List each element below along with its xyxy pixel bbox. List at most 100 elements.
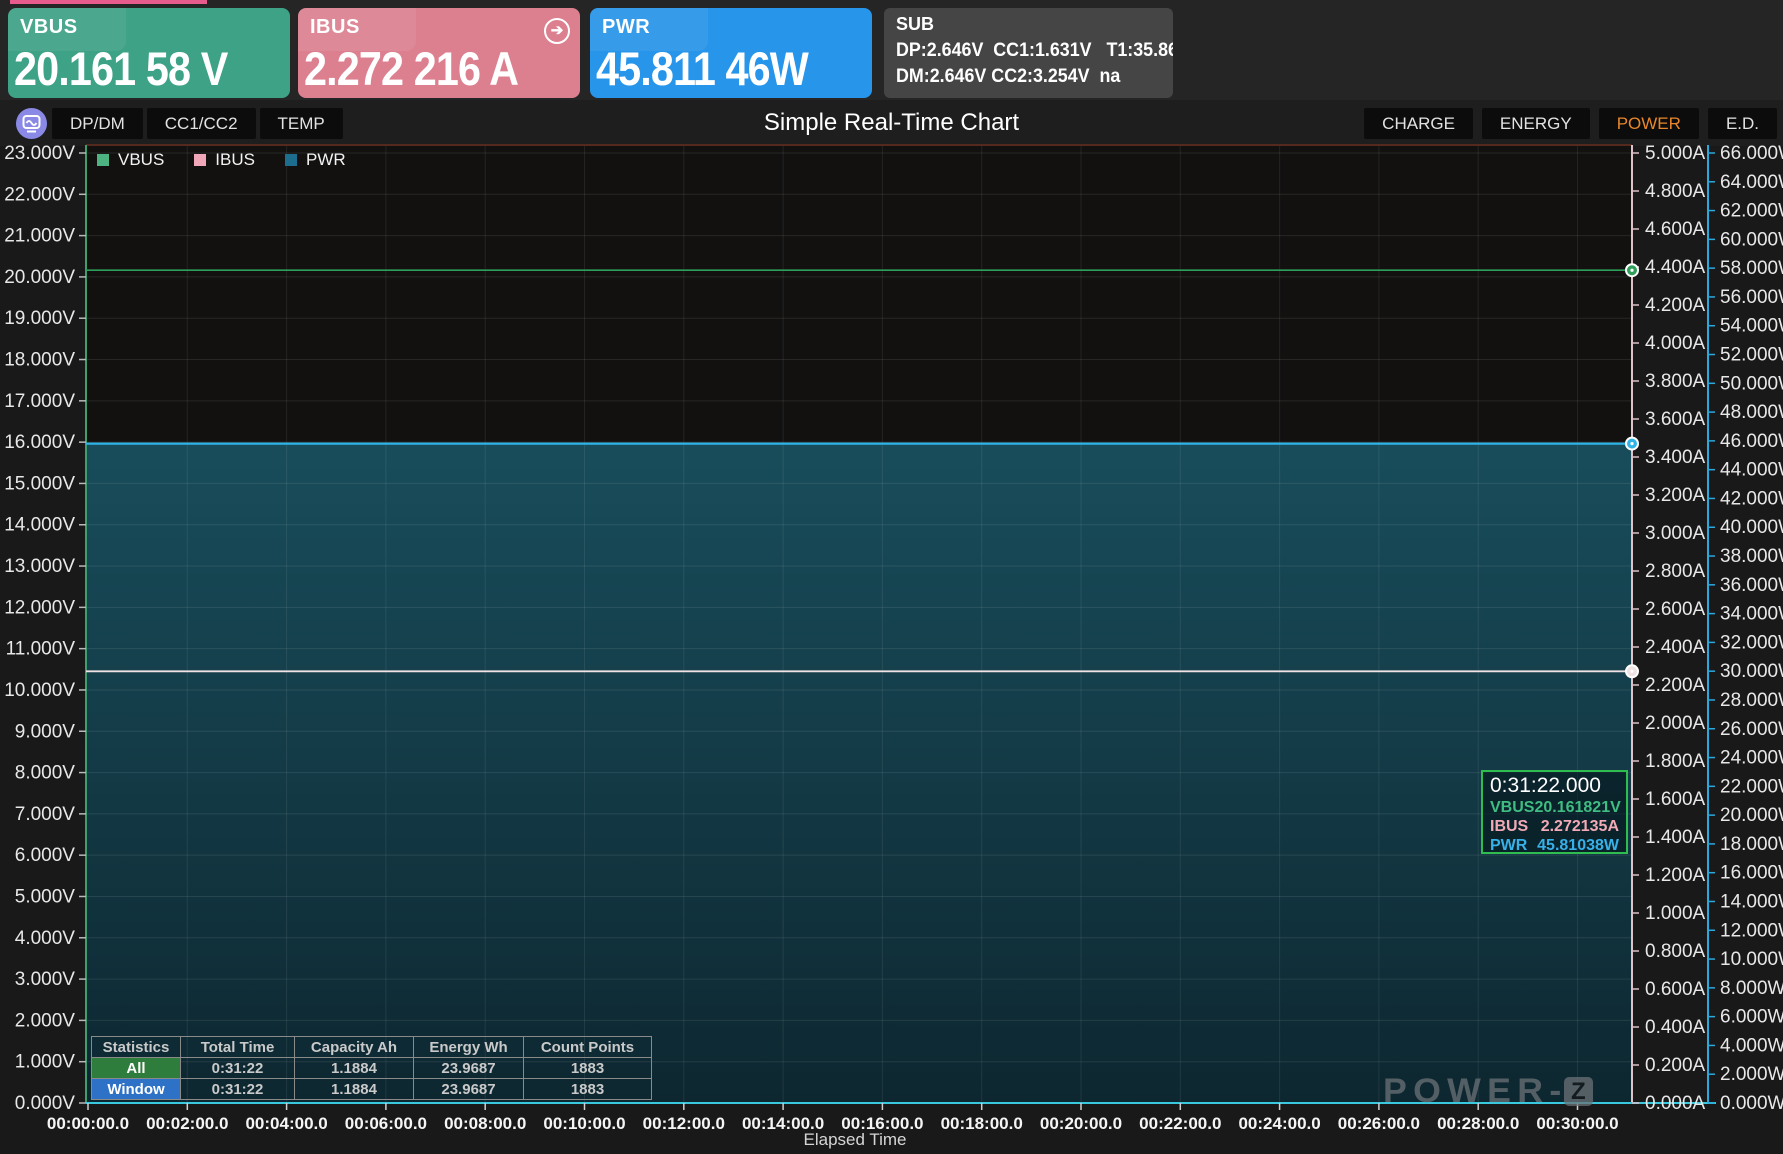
stats-header: Statistics (91, 1036, 181, 1058)
pwr-card[interactable]: PWR 45.811 46W (590, 8, 872, 98)
svg-text:23.000V: 23.000V (4, 143, 75, 164)
svg-text:50.000W: 50.000W (1720, 373, 1783, 394)
legend-item-ibus[interactable]: IBUS (194, 150, 255, 170)
svg-text:3.000A: 3.000A (1645, 523, 1706, 544)
legend-label: PWR (305, 150, 346, 169)
ibus-card[interactable]: IBUS ➔ 2.272 216 A (298, 8, 580, 98)
vbus-card[interactable]: VBUS 20.161 58 V (8, 8, 290, 98)
svg-text:0.000W: 0.000W (1720, 1093, 1783, 1114)
legend-item-pwr[interactable]: PWR (284, 150, 346, 170)
tab-charge[interactable]: CHARGE (1364, 108, 1473, 139)
svg-text:42.000W: 42.000W (1720, 488, 1783, 509)
legend-swatch-icon (194, 154, 207, 166)
svg-text:58.000W: 58.000W (1720, 258, 1783, 279)
svg-text:3.800A: 3.800A (1645, 371, 1706, 392)
stats-row-name[interactable]: Window (91, 1078, 181, 1100)
svg-text:00:22:00.0: 00:22:00.0 (1139, 1114, 1221, 1133)
legend-label: VBUS (118, 150, 165, 169)
waveform-monitor-icon[interactable] (16, 108, 47, 139)
svg-text:24.000W: 24.000W (1720, 748, 1783, 769)
tab-cc1-cc2[interactable]: CC1/CC2 (146, 108, 256, 139)
svg-text:3.600A: 3.600A (1645, 409, 1706, 430)
watermark-z-logo-icon: Z (1563, 1077, 1593, 1106)
svg-text:00:08:00.0: 00:08:00.0 (444, 1114, 526, 1133)
sub-card[interactable]: SUB DP:2.646V CC1:1.631V T1:35.86°C DM:2… (884, 8, 1173, 98)
svg-text:1.200A: 1.200A (1645, 865, 1706, 886)
tab-dp-dm[interactable]: DP/DM (52, 108, 143, 139)
svg-text:21.000V: 21.000V (4, 226, 75, 247)
svg-text:00:26:00.0: 00:26:00.0 (1338, 1114, 1420, 1133)
pwr-card-value: 45.811 46W (596, 42, 809, 95)
legend-item-vbus[interactable]: VBUS (97, 150, 164, 170)
stats-cell: 0:31:22 (180, 1057, 295, 1079)
tab-power[interactable]: POWER (1598, 108, 1699, 139)
stats-cell: 0:31:22 (180, 1078, 295, 1100)
svg-text:4.000V: 4.000V (15, 928, 76, 949)
tooltip-row-ibus: IBUS 2.272135A (1490, 818, 1619, 835)
pwr-card-highlight (590, 8, 709, 52)
svg-text:00:18:00.0: 00:18:00.0 (941, 1114, 1023, 1133)
svg-text:1.000V: 1.000V (15, 1052, 76, 1073)
tab-energy[interactable]: ENERGY (1481, 108, 1590, 139)
svg-text:20.000W: 20.000W (1720, 805, 1783, 826)
svg-text:10.000V: 10.000V (4, 680, 75, 701)
svg-text:0.000V: 0.000V (15, 1093, 76, 1114)
svg-text:00:30:00.0: 00:30:00.0 (1536, 1114, 1618, 1133)
svg-text:28.000W: 28.000W (1720, 690, 1783, 711)
svg-text:5.000V: 5.000V (15, 886, 76, 907)
svg-text:00:28:00.0: 00:28:00.0 (1437, 1114, 1519, 1133)
svg-text:17.000V: 17.000V (4, 391, 75, 412)
stats-row-name[interactable]: All (91, 1057, 181, 1079)
svg-text:00:12:00.0: 00:12:00.0 (643, 1114, 725, 1133)
vbus-card-highlight (8, 8, 127, 52)
ibus-card-highlight (298, 8, 417, 52)
svg-text:3.000V: 3.000V (15, 969, 76, 990)
svg-text:15.000V: 15.000V (4, 473, 75, 494)
svg-text:8.000V: 8.000V (15, 763, 76, 784)
svg-text:00:02:00.0: 00:02:00.0 (146, 1114, 228, 1133)
svg-text:2.400A: 2.400A (1645, 637, 1706, 658)
svg-text:00:24:00.0: 00:24:00.0 (1238, 1114, 1320, 1133)
tab-temp[interactable]: TEMP (259, 108, 343, 139)
svg-text:2.000W: 2.000W (1720, 1064, 1783, 1085)
stats-cell: 1883 (523, 1057, 652, 1079)
svg-text:1.400A: 1.400A (1645, 827, 1706, 848)
stats-cell: 1883 (523, 1078, 652, 1100)
time-tick-labels: 00:00:00.0 00:02:00.0 00:04:00.0 00:06:00.0… (47, 1103, 1619, 1133)
svg-text:00:00:00.0: 00:00:00.0 (47, 1114, 129, 1133)
svg-text:6.000V: 6.000V (15, 845, 76, 866)
arrow-right-circle-icon[interactable]: ➔ (544, 18, 570, 44)
voltage-tick-labels: 23.000V 22.000V 21.000V 20.000V 19.000V 18.00… (4, 143, 86, 1114)
sub-card-label: SUB (896, 14, 935, 34)
svg-text:12.000W: 12.000W (1720, 920, 1783, 941)
svg-text:13.000V: 13.000V (4, 556, 75, 577)
svg-text:0.200A: 0.200A (1645, 1055, 1706, 1076)
svg-text:6.000W: 6.000W (1720, 1007, 1783, 1028)
tab-e-d-[interactable]: E.D. (1707, 108, 1777, 139)
tooltip-row-vbus: VBUS 20.161821V (1490, 799, 1621, 816)
svg-text:0.800A: 0.800A (1645, 941, 1706, 962)
svg-text:46.000W: 46.000W (1720, 431, 1783, 452)
chart-legend: VBUS IBUS PWR (97, 150, 346, 170)
stats-header: Total Time (180, 1036, 295, 1058)
svg-text:19.000V: 19.000V (4, 308, 75, 329)
stats-row-all: All 0:31:22 1.1884 23.9687 1883 (91, 1057, 652, 1079)
svg-text:18.000W: 18.000W (1720, 834, 1783, 855)
svg-text:20.000V: 20.000V (4, 267, 75, 288)
svg-text:44.000W: 44.000W (1720, 460, 1783, 481)
svg-text:60.000W: 60.000W (1720, 229, 1783, 250)
svg-text:22.000V: 22.000V (4, 184, 75, 205)
legend-swatch-icon (97, 154, 109, 166)
svg-text:36.000W: 36.000W (1720, 575, 1783, 596)
svg-text:14.000W: 14.000W (1720, 891, 1783, 912)
sub-card-line1: DP:2.646V CC1:1.631V T1:35.86°C (896, 40, 1173, 61)
svg-text:0.600A: 0.600A (1645, 979, 1706, 1000)
powerz-watermark: POWER- Z (1383, 1072, 1593, 1111)
svg-text:5.000A: 5.000A (1645, 143, 1706, 164)
svg-text:4.200A: 4.200A (1645, 295, 1706, 316)
tooltip-rows: VBUS 20.161821V IBUS 2.272135A PWR 45.81038W (1490, 798, 1621, 855)
svg-text:0.000A: 0.000A (1645, 1093, 1706, 1114)
pwr-card-label: PWR (602, 16, 651, 38)
svg-text:2.000V: 2.000V (15, 1010, 76, 1031)
